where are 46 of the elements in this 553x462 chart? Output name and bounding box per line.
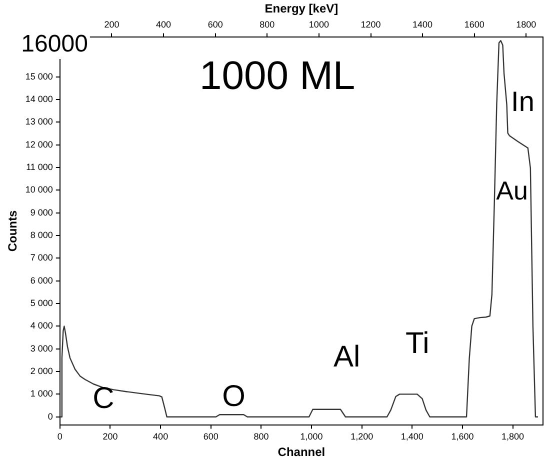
x2-axis-title: Energy [keV] — [264, 2, 338, 16]
x-tick-label: 600 — [203, 432, 218, 442]
x2-tick-label: 1400 — [412, 19, 433, 30]
y-tick-label: 5 000 — [30, 298, 53, 308]
x2-tick-label: 600 — [208, 19, 223, 30]
x2-tick-label: 200 — [104, 19, 120, 30]
x2-tick-label: 1600 — [464, 19, 484, 30]
y-tick-label: 3 000 — [30, 343, 53, 354]
x-tick-label: 200 — [102, 432, 118, 442]
y-tick-label: 0 — [48, 411, 53, 422]
y-tick-label: 2 000 — [30, 366, 53, 376]
x-tick-label: 400 — [153, 432, 168, 442]
annotation: In — [511, 86, 534, 117]
x2-tick-label: 1000 — [308, 19, 329, 30]
x-tick-label: 0 — [57, 432, 62, 442]
x2-tick-label: 400 — [156, 19, 172, 30]
y-tick-label: 4 000 — [30, 320, 53, 331]
annotation: 1000 ML — [199, 54, 356, 98]
annotation: Al — [334, 340, 360, 374]
x-tick-label: 1,200 — [350, 432, 374, 442]
y-tick-label: 10 000 — [25, 184, 53, 195]
annotation: Au — [496, 175, 528, 206]
x-tick-label: 1,000 — [300, 432, 323, 442]
x2-tick-label: 1200 — [360, 19, 381, 30]
y-tick-label: 7 000 — [30, 252, 53, 263]
y-tick-label: 9 000 — [30, 207, 53, 218]
y-tick-label: 6 000 — [30, 275, 53, 286]
x-tick-label: 1,600 — [451, 432, 474, 442]
y-tick-label: 11 000 — [26, 162, 53, 172]
x-tick-label: 1,800 — [502, 432, 524, 442]
annotation: 16000 — [21, 30, 88, 58]
y-axis-title: Counts — [6, 210, 20, 252]
annotation: Ti — [405, 326, 430, 360]
y-tick-label: 12 000 — [25, 139, 53, 150]
x-tick-label: 1,400 — [400, 432, 424, 442]
x-axis-title: Channel — [278, 445, 326, 460]
y-tick-label: 1 000 — [30, 388, 53, 399]
y-tick-label: 14 000 — [25, 94, 53, 104]
y-tick-label: 8 000 — [30, 230, 53, 240]
y-tick-label: 13 000 — [25, 116, 53, 127]
x-tick-label: 800 — [254, 432, 269, 442]
y-tick-label: 15 000 — [25, 71, 53, 82]
annotation: O — [222, 380, 246, 413]
x2-tick-label: 800 — [260, 19, 275, 30]
annotation: C — [92, 382, 114, 415]
x2-tick-label: 1800 — [516, 19, 536, 30]
